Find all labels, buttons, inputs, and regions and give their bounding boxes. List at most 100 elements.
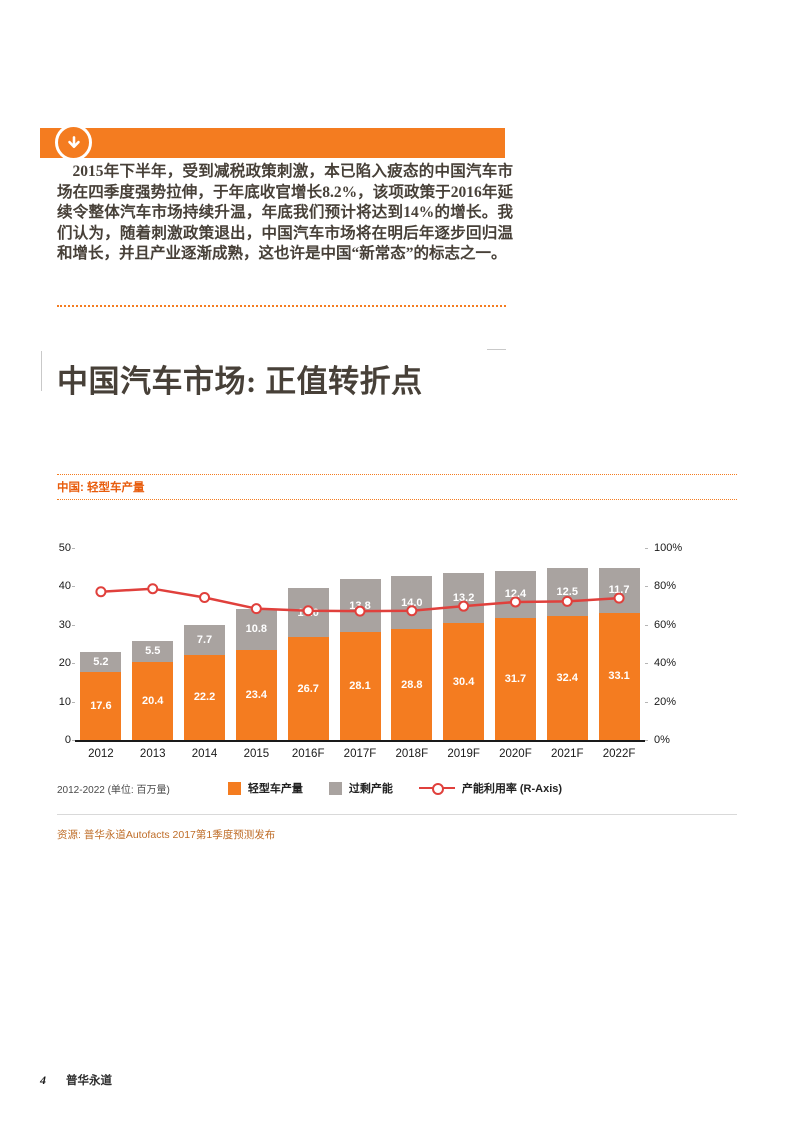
x-axis-label: 2022F <box>602 748 636 760</box>
legend-label-excess-capacity: 过剩产能 <box>348 783 393 795</box>
right-axis-tick-label: 40% <box>654 657 677 670</box>
legend-label-production: 轻型车产量 <box>247 783 303 795</box>
bar-value-label: 10.8 <box>245 623 268 636</box>
bar-segment-excess-capacity: 5.2 <box>80 652 122 673</box>
bar-group: 11.7 33.1 <box>598 567 640 740</box>
bar-value-label: 5.5 <box>145 645 161 658</box>
bar-value-label: 26.7 <box>297 682 319 695</box>
line-marker-icon <box>418 782 455 795</box>
page-number: 4 <box>40 1073 46 1087</box>
horizontal-divider <box>57 814 737 815</box>
light-vehicle-production-chart: 5.2 17.6 5.5 20.4 7.7 22.2 10.8 23.4 13.0 26.7 13.… <box>57 540 737 766</box>
chart-section-header: 中国: 轻型车产量 <box>57 474 737 500</box>
x-axis-label: 2017F <box>343 748 377 760</box>
bar-group: 12.4 31.7 <box>494 570 536 740</box>
bar-segment-excess-capacity: 5.5 <box>132 640 174 662</box>
bar-segment-production: 23.4 <box>235 650 277 740</box>
bar-segment-production: 28.8 <box>391 629 433 740</box>
x-axis-label: 2020F <box>499 748 532 760</box>
plot-area: 5.2 17.6 5.5 20.4 7.7 22.2 10.8 23.4 13.0 26.7 13.… <box>75 548 645 740</box>
bar-value-label: 13.2 <box>452 591 475 604</box>
bar-segment-production: 28.1 <box>339 632 381 740</box>
bar-value-label: 28.1 <box>349 680 371 693</box>
right-axis-tick <box>645 701 648 703</box>
left-axis-tick <box>72 663 75 665</box>
bar-value-label: 32.4 <box>556 671 578 684</box>
legend-item-utilization: 产能利用率 (R-Axis) <box>418 780 563 796</box>
x-axis-label: 2019F <box>447 748 480 760</box>
bar-segment-excess-capacity: 13.8 <box>339 579 381 633</box>
production-swatch-icon <box>227 781 241 795</box>
dotted-rule-top <box>57 474 737 475</box>
bar-segment-excess-capacity: 12.4 <box>494 570 536 619</box>
corner-rule-vertical <box>41 351 42 391</box>
left-axis-tick <box>72 740 75 741</box>
x-axis-label: 2014 <box>191 748 218 760</box>
excess-capacity-swatch-icon <box>328 781 342 795</box>
bar-value-label: 12.4 <box>504 588 527 601</box>
right-axis-tick <box>645 586 648 588</box>
bar-value-label: 13.0 <box>297 606 319 619</box>
left-axis-tick <box>72 586 75 588</box>
bar-segment-excess-capacity: 14.0 <box>391 575 433 630</box>
left-axis-tick <box>72 701 75 703</box>
bar-segment-excess-capacity: 12.5 <box>546 567 588 616</box>
bar-segment-excess-capacity: 7.7 <box>184 625 226 655</box>
bar-segment-production: 22.2 <box>184 654 226 740</box>
legend-item-excess-capacity: 过剩产能 <box>328 780 393 796</box>
left-axis-tick <box>72 548 75 549</box>
bar-value-label: 12.5 <box>556 585 578 598</box>
bar-segment-production: 33.1 <box>598 612 640 740</box>
source-note: 资源: 普华永道Autofacts 2017第1季度预测发布 <box>57 829 276 841</box>
down-arrow-icon <box>55 124 92 161</box>
chart-legend: 2012-2022 (单位: 百万量) 轻型车产量 过剩产能 产能利用率 (R-… <box>57 780 737 796</box>
bar-group: 13.2 30.4 <box>443 572 485 740</box>
x-axis-label: 2021F <box>550 748 584 760</box>
bar-value-label: 22.2 <box>193 691 216 704</box>
corner-rule-horizontal <box>487 349 506 350</box>
brand-name: 普华永道 <box>66 1075 112 1087</box>
bar-value-label: 28.8 <box>401 678 423 691</box>
bar-group: 5.2 17.6 <box>80 652 122 740</box>
dotted-rule-bottom <box>57 499 737 500</box>
right-axis-tick-label: 60% <box>654 618 677 631</box>
bar-value-label: 17.6 <box>90 700 112 713</box>
bar-segment-production: 26.7 <box>287 637 329 740</box>
bar-value-label: 20.4 <box>142 694 164 707</box>
dotted-separator <box>57 305 506 307</box>
intro-banner <box>40 124 505 161</box>
bar-group: 5.5 20.4 <box>132 640 174 740</box>
bar-value-label: 5.2 <box>93 656 109 669</box>
bar-value-label: 11.7 <box>608 584 630 597</box>
bar-group: 7.7 22.2 <box>184 625 226 740</box>
bar-value-label: 14.0 <box>401 596 423 609</box>
bar-group: 13.8 28.1 <box>339 579 381 740</box>
bar-group: 14.0 28.8 <box>391 575 433 740</box>
bar-group: 13.0 26.7 <box>287 587 329 740</box>
left-axis-tick-label: 40 <box>58 580 71 593</box>
x-axis-label: 2015 <box>243 748 270 760</box>
bar-segment-production: 17.6 <box>80 672 122 740</box>
bar-segment-production: 32.4 <box>546 615 588 740</box>
right-axis-tick <box>645 663 648 665</box>
right-axis-tick <box>645 548 648 549</box>
bar-value-label: 33.1 <box>608 670 630 683</box>
legend-label-utilization: 产能利用率 (R-Axis) <box>461 783 563 795</box>
bar-segment-excess-capacity: 11.7 <box>598 567 640 613</box>
left-axis-tick-label: 10 <box>58 695 71 708</box>
right-axis-tick-label: 20% <box>654 695 677 708</box>
left-axis-tick-label: 0 <box>64 734 71 746</box>
bar-value-label: 13.8 <box>349 599 371 612</box>
right-axis-tick-label: 100% <box>654 542 683 554</box>
x-axis-label: 2013 <box>139 748 166 760</box>
left-axis-tick-label: 30 <box>58 618 71 631</box>
bar-segment-production: 31.7 <box>494 618 536 740</box>
bar-segment-production: 30.4 <box>443 623 485 740</box>
bar-group: 10.8 23.4 <box>235 608 277 740</box>
bar-segment-excess-capacity: 13.0 <box>287 587 329 638</box>
bar-value-label: 23.4 <box>245 689 268 702</box>
right-axis-tick-label: 0% <box>654 734 670 746</box>
page-footer: 4 普华永道 <box>40 1072 112 1088</box>
left-axis-tick-label: 20 <box>58 657 71 670</box>
